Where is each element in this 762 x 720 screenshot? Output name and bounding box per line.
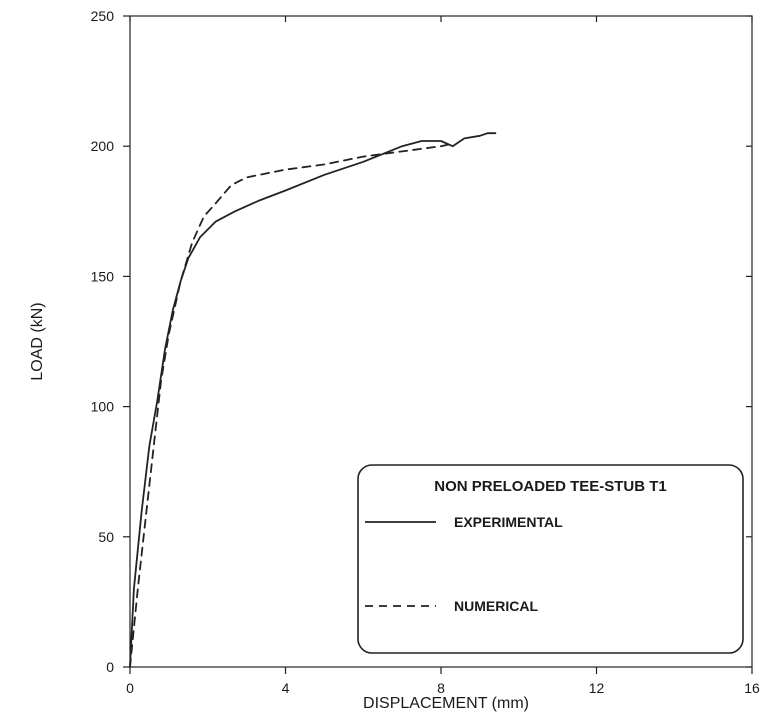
y-tick-label: 0 <box>106 659 114 675</box>
x-axis-title: DISPLACEMENT (mm) <box>363 695 529 712</box>
x-tick-label: 0 <box>126 680 134 696</box>
series-layer <box>129 132 497 668</box>
legend-box <box>357 464 744 654</box>
y-tick-label: 200 <box>91 138 115 154</box>
axes-layer: 0 4 8 12 16 0 50 100 150 200 250 DISPLACEMENT (mm) L… <box>29 8 760 712</box>
y-tick-label: 150 <box>91 268 115 284</box>
y-axis-title: LOAD (kN) <box>29 302 46 380</box>
y-tick-label: 100 <box>91 399 115 415</box>
legend-title: NON PRELOADED TEE-STUB T1 <box>434 478 667 495</box>
x-tick-label: 12 <box>589 680 605 696</box>
legend-label-numerical: NUMERICAL <box>454 598 538 614</box>
legend: NON PRELOADED TEE-STUB T1 EXPERIMENTAL NUM… <box>357 464 744 654</box>
y-tick-label: 250 <box>91 8 115 24</box>
series-line-experimental <box>129 132 497 668</box>
legend-label-experimental: EXPERIMENTAL <box>454 514 563 530</box>
x-tick-label: 16 <box>744 680 760 696</box>
series-line-numerical <box>129 142 454 668</box>
x-tick-label: 8 <box>437 680 445 696</box>
y-tick-label: 50 <box>98 529 114 545</box>
x-tick-label: 4 <box>282 680 290 696</box>
